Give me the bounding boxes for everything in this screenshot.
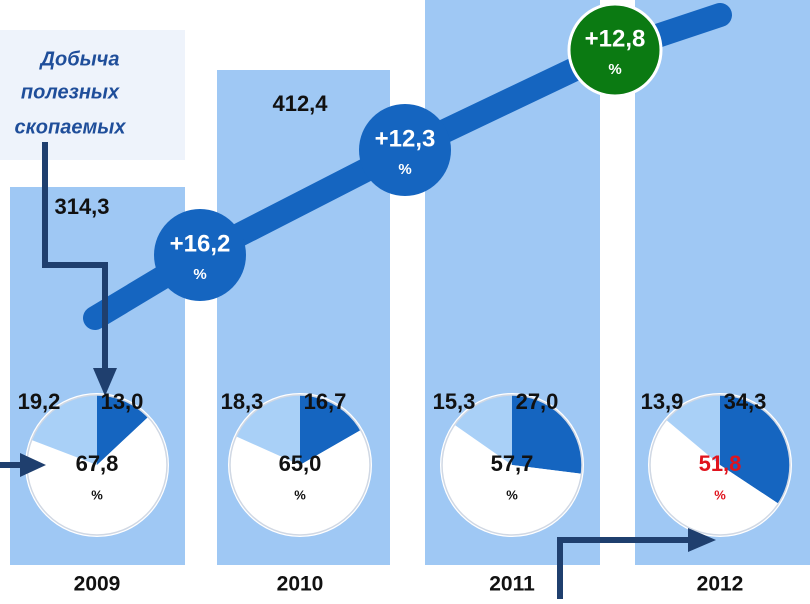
pie-label: 13,0 xyxy=(101,389,144,414)
pie-label: 65,0 xyxy=(279,451,322,476)
growth-label: +16,2 xyxy=(170,230,231,257)
year-label: 2010 xyxy=(277,573,324,596)
year-label: 2009 xyxy=(74,573,121,596)
pie-label: 51,8 xyxy=(699,451,742,476)
pie-label: 18,3 xyxy=(221,389,264,414)
growth-unit: % xyxy=(398,161,411,178)
arrowhead xyxy=(93,368,117,396)
year-label: 2011 xyxy=(489,573,535,596)
pie-slice xyxy=(720,395,790,504)
callout-text: скопаемых xyxy=(15,116,127,138)
growth-unit: % xyxy=(608,61,621,78)
pie-unit: % xyxy=(506,487,518,502)
pie-label: 34,3 xyxy=(724,389,767,414)
pie-unit: % xyxy=(714,487,726,502)
pie-slice xyxy=(236,395,300,465)
pie-slice xyxy=(26,417,168,536)
pie-outline xyxy=(649,394,791,536)
pie-label: 13,9 xyxy=(641,389,684,414)
callout-box xyxy=(0,30,185,160)
pie-slice xyxy=(454,395,512,465)
pie-unit: % xyxy=(91,487,103,502)
year-label: 2012 xyxy=(697,573,744,596)
pie-label: 57,7 xyxy=(491,451,534,476)
pie-slice xyxy=(650,420,779,535)
callout-text: Добыча xyxy=(39,48,120,70)
pie-label: 16,7 xyxy=(304,389,347,414)
pie-slice xyxy=(666,394,720,465)
pie-slice xyxy=(442,424,582,535)
growth-unit: % xyxy=(193,266,206,283)
arrowhead xyxy=(688,528,716,552)
value-label: 412,4 xyxy=(272,91,328,116)
pie-slice xyxy=(97,395,149,465)
pie-slice xyxy=(230,430,370,535)
arrowhead xyxy=(20,453,46,477)
pie-label: 15,3 xyxy=(433,389,476,414)
growth-badge xyxy=(154,209,246,301)
growth-label: +12,8 xyxy=(585,25,646,52)
growth-badge xyxy=(359,104,451,196)
growth-label: +12,3 xyxy=(375,125,436,152)
pie-outline xyxy=(441,394,583,536)
pie-slice xyxy=(512,395,583,474)
pie-unit: % xyxy=(294,487,306,502)
value-label: 314,3 xyxy=(54,194,109,219)
pie-outline xyxy=(229,394,371,536)
arrow xyxy=(42,142,108,370)
pie-slice xyxy=(31,394,98,465)
growth-badge xyxy=(567,2,663,98)
callout-text: полезных xyxy=(21,81,120,103)
arrow xyxy=(557,537,690,599)
pie-label: 19,2 xyxy=(18,389,61,414)
pie-label: 27,0 xyxy=(516,389,559,414)
pie-label: 67,8 xyxy=(76,451,119,476)
